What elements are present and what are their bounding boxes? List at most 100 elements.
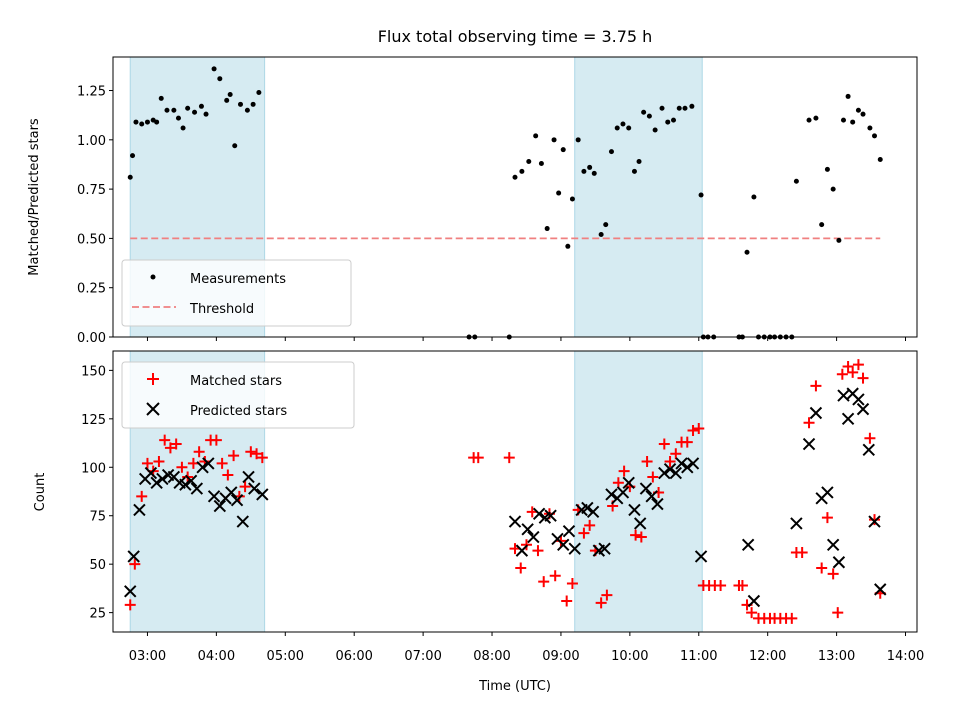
matched-stars-point bbox=[864, 432, 876, 444]
measurement-point bbox=[180, 125, 186, 131]
legend-frame bbox=[121, 259, 352, 327]
legend-label-predicted-stars: Predicted stars bbox=[190, 404, 287, 419]
top-y-axis-label: Matched/Predicted stars bbox=[27, 118, 42, 276]
axes-frame bbox=[112, 350, 918, 633]
predicted-stars-point bbox=[747, 594, 761, 608]
y-tick-label: 50 bbox=[89, 558, 106, 573]
matched-stars-point bbox=[176, 461, 188, 473]
predicted-stars-point bbox=[663, 463, 677, 476]
predicted-stars-point bbox=[868, 515, 881, 528]
x-tick-label: 03:00 bbox=[129, 649, 166, 664]
legend-label-threshold: Threshold bbox=[189, 302, 254, 317]
matched-stars-point bbox=[832, 607, 844, 619]
measurement-point bbox=[198, 103, 204, 109]
measurement-point bbox=[676, 105, 682, 111]
measurement-point bbox=[227, 91, 233, 97]
x-tick-label: 07:00 bbox=[404, 649, 441, 664]
measurement-point bbox=[512, 174, 518, 180]
legend-dot-marker bbox=[150, 274, 156, 280]
predicted-stars-point bbox=[256, 488, 269, 501]
y-tick-label: 0.50 bbox=[77, 232, 106, 247]
shaded-interval bbox=[574, 56, 703, 338]
measurement-point bbox=[533, 133, 539, 139]
predicted-stars-point bbox=[639, 482, 653, 495]
measurement-point bbox=[614, 125, 620, 131]
measurement-point bbox=[544, 226, 550, 232]
measurement-point bbox=[860, 111, 866, 117]
matched-stars-point bbox=[857, 372, 869, 384]
measurement-point bbox=[641, 109, 647, 115]
predicted-stars-point bbox=[694, 550, 708, 563]
predicted-stars-point bbox=[686, 457, 700, 470]
axes-frame bbox=[112, 56, 918, 338]
measurement-point bbox=[185, 105, 191, 111]
measurement-point bbox=[652, 127, 658, 133]
predicted-stars-point bbox=[179, 478, 192, 491]
measurement-point bbox=[698, 192, 704, 198]
matched-stars-point bbox=[515, 562, 527, 574]
predicted-stars-point bbox=[837, 389, 850, 402]
y-tick-label: 0.75 bbox=[77, 183, 106, 198]
measurement-point bbox=[744, 249, 750, 255]
x-tick-label: 12:00 bbox=[749, 649, 786, 664]
predicted-stars-point bbox=[874, 583, 887, 596]
measurement-point bbox=[665, 119, 671, 125]
measurement-point bbox=[626, 125, 632, 131]
matched-stars-point bbox=[222, 469, 234, 481]
matched-stars-point bbox=[239, 481, 251, 493]
measurement-point bbox=[526, 159, 532, 165]
matched-stars-point bbox=[821, 512, 833, 524]
matched-stars-point bbox=[618, 465, 630, 477]
predicted-stars-point bbox=[562, 525, 576, 538]
matched-stars-point bbox=[595, 597, 607, 609]
matched-stars-point bbox=[538, 576, 550, 588]
legend-plus-marker bbox=[147, 373, 159, 385]
predicted-stars-point bbox=[581, 501, 594, 515]
legend-x-marker bbox=[146, 402, 160, 416]
measurement-point bbox=[659, 105, 665, 111]
predicted-stars-point bbox=[248, 482, 261, 495]
predicted-stars-point bbox=[202, 457, 215, 470]
x-tick-label: 13:00 bbox=[818, 649, 855, 664]
x-tick-label: 08:00 bbox=[473, 649, 510, 664]
measurement-point bbox=[850, 119, 856, 125]
matched-stars-point bbox=[256, 452, 268, 464]
y-tick-label: 25 bbox=[89, 607, 106, 622]
measurement-point bbox=[171, 107, 177, 113]
measurement-point bbox=[813, 115, 819, 121]
x-tick-label: 05:00 bbox=[267, 649, 304, 664]
predicted-stars-point bbox=[622, 476, 635, 489]
measurement-point bbox=[636, 159, 642, 165]
matched-stars-point bbox=[786, 612, 798, 624]
predicted-stars-point bbox=[598, 542, 611, 555]
measurement-point bbox=[217, 76, 223, 82]
measurement-point bbox=[631, 168, 637, 174]
measurement-point bbox=[620, 121, 626, 127]
measurement-point bbox=[139, 121, 145, 127]
matched-stars-point bbox=[810, 380, 822, 392]
matched-stars-point bbox=[869, 514, 881, 526]
matched-stars-point bbox=[216, 457, 228, 469]
predicted-stars-point bbox=[645, 490, 658, 503]
matched-stars-point bbox=[566, 578, 578, 590]
matched-stars-point bbox=[532, 545, 544, 557]
measurement-point bbox=[877, 157, 883, 163]
matched-stars-point bbox=[251, 448, 263, 460]
matched-stars-point bbox=[187, 457, 199, 469]
measurement-point bbox=[237, 101, 243, 107]
matched-stars-point bbox=[228, 450, 240, 462]
measurement-point bbox=[158, 95, 164, 101]
predicted-stars-point bbox=[207, 490, 221, 503]
predicted-stars-point bbox=[633, 517, 647, 530]
measurement-point bbox=[646, 113, 652, 119]
matched-stars-point bbox=[647, 471, 659, 483]
x-tick-label: 04:00 bbox=[198, 649, 235, 664]
matched-stars-point bbox=[601, 589, 613, 601]
measurement-point bbox=[127, 174, 133, 180]
measurement-point bbox=[598, 231, 604, 237]
top-legend: Measurements Threshold bbox=[121, 259, 352, 327]
matched-stars-point bbox=[630, 529, 642, 541]
matched-stars-point bbox=[803, 417, 815, 429]
predicted-stars-point bbox=[651, 497, 664, 511]
